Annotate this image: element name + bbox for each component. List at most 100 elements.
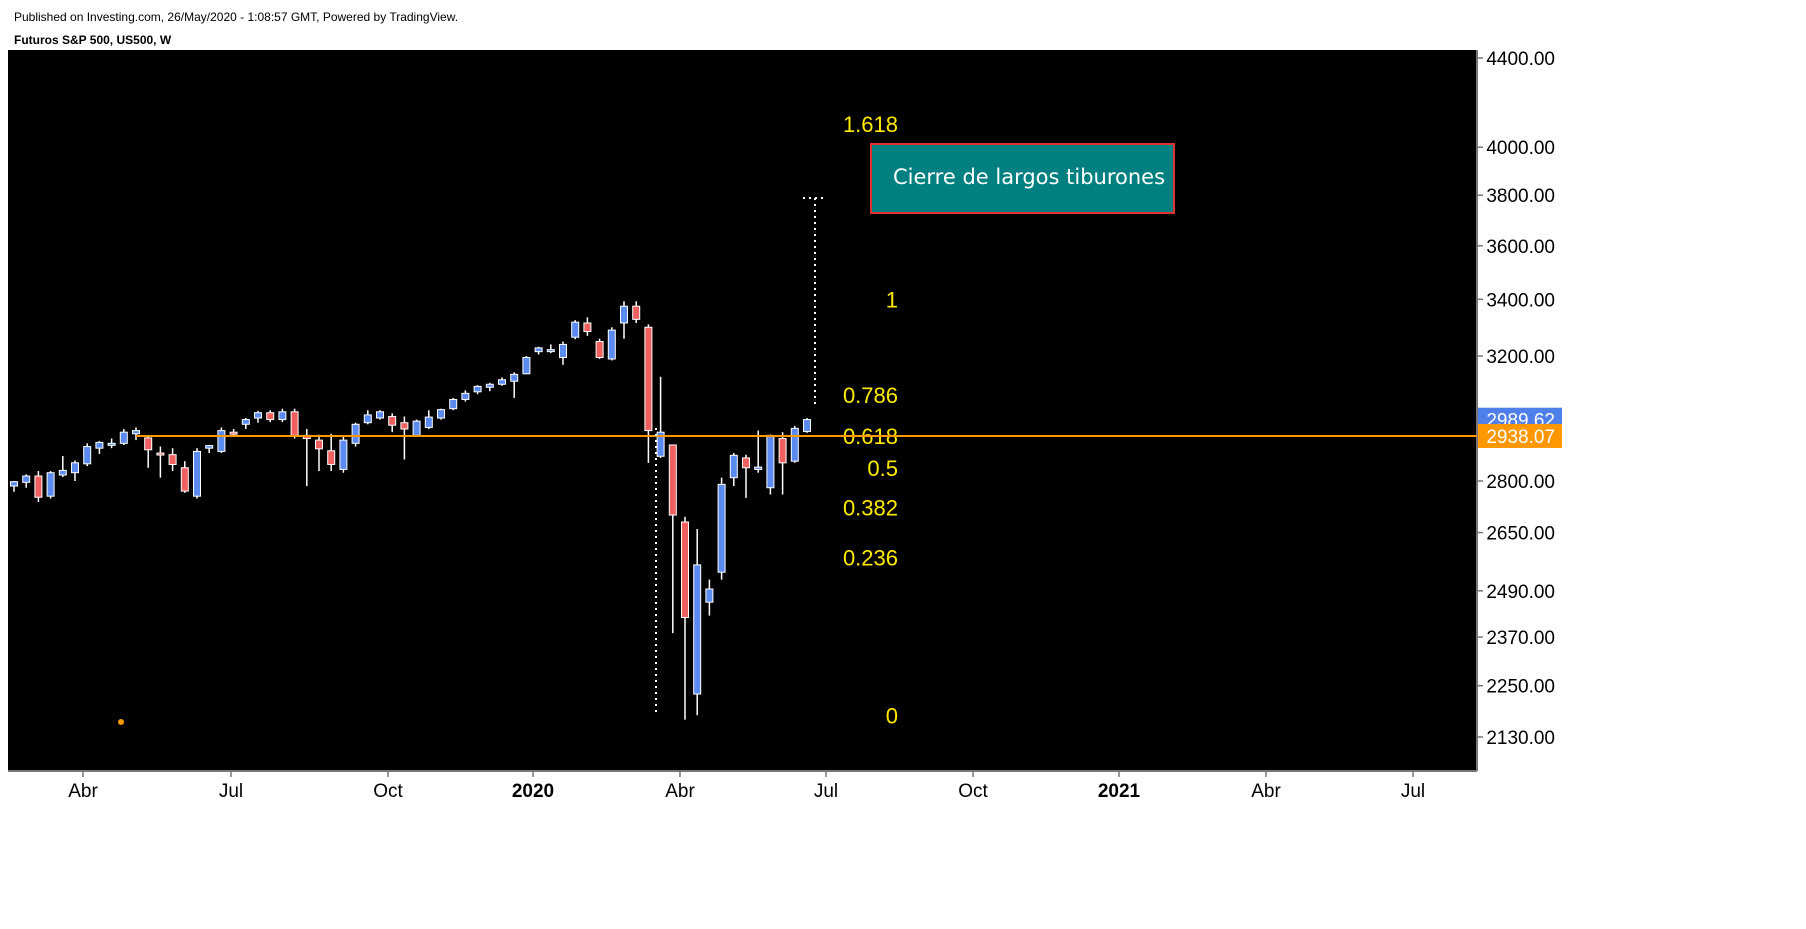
candle-up [22, 475, 31, 483]
candle-up [534, 347, 543, 353]
candle-up [83, 446, 92, 465]
time-axis: Abr Jul Oct 2020 Abr Jul Oct 2021 Abr Jul [68, 771, 1425, 802]
candle-up [717, 483, 726, 573]
price-tick-label: 4400.00 [1486, 49, 1555, 70]
candle-down [681, 521, 689, 619]
fib-level-label: 1 [886, 287, 898, 312]
candle-up [729, 454, 738, 479]
candle-up [205, 445, 214, 449]
level-price-tag [1478, 423, 1562, 448]
candle-down [632, 305, 641, 320]
time-tick-label: 2021 [1098, 781, 1141, 802]
time-tick-label: Abr [68, 781, 98, 802]
candle-up [132, 430, 140, 435]
price-tick-label: 3600.00 [1486, 237, 1555, 258]
price-tick-label: 4000.00 [1486, 138, 1555, 159]
candle-up [546, 349, 555, 353]
candle-up [449, 398, 458, 410]
candle-down [144, 437, 153, 451]
candle-up [461, 392, 470, 400]
candle-up [363, 414, 372, 424]
time-tick-label: Abr [1251, 781, 1281, 802]
candle-up [46, 472, 55, 497]
price-tick-label: 2800.00 [1486, 472, 1555, 493]
candle-up [754, 466, 763, 470]
candle-up [412, 420, 421, 436]
candle-down [778, 438, 787, 464]
candle-up [71, 462, 79, 474]
candle-down [315, 439, 323, 450]
time-tick-label: Jul [1401, 781, 1425, 802]
candle-up [620, 305, 628, 324]
candle-down [156, 452, 165, 456]
price-tick-label: 2250.00 [1486, 677, 1555, 698]
candle-down [327, 450, 336, 465]
candle-up [217, 430, 226, 452]
candle-down [644, 326, 653, 432]
price-tick-label: 2130.00 [1486, 728, 1555, 749]
level-price-label: 2938.07 [1486, 427, 1555, 448]
candle-up [559, 343, 567, 359]
candle-down [742, 457, 750, 469]
candle-up [351, 423, 360, 444]
fib-level-label: 0.5 [867, 456, 898, 481]
candle-up [437, 409, 445, 419]
candle-up [510, 373, 519, 382]
price-tick-label: 2490.00 [1486, 582, 1555, 603]
time-tick-label: 2020 [512, 781, 554, 802]
time-tick-label: Oct [958, 781, 988, 802]
time-tick-label: Abr [665, 781, 695, 802]
candle-down [290, 411, 299, 436]
candle-up [571, 321, 580, 338]
candles-layer [10, 301, 811, 720]
time-tick-label: Jul [814, 781, 838, 802]
candle-up [485, 383, 494, 388]
candle-down [168, 454, 177, 465]
fib-level-label: 0.382 [843, 495, 898, 520]
candle-down [34, 475, 43, 498]
candle-down [583, 322, 592, 333]
candle-up [693, 564, 702, 695]
candle-up [58, 469, 67, 476]
price-tick-label: 2370.00 [1486, 628, 1555, 649]
candle-up [790, 427, 799, 462]
candle-down [595, 341, 604, 359]
candle-up [656, 431, 665, 457]
candle-up [522, 357, 531, 375]
plot-area[interactable] [8, 50, 1477, 771]
candle-up [193, 450, 201, 497]
candle-down [668, 444, 677, 516]
price-tick-label: 3800.00 [1486, 186, 1555, 207]
marker-dot [118, 719, 124, 725]
candle-up [376, 411, 384, 419]
candle-up [278, 411, 287, 421]
fib-level-label: 0 [886, 703, 898, 728]
published-note: Published on Investing.com, 26/May/2020 … [14, 10, 459, 24]
candle-down [180, 467, 189, 492]
candle-up [607, 329, 616, 360]
candle-up [107, 442, 116, 446]
fib-level-label: 0.786 [843, 383, 898, 408]
candle-down [388, 415, 397, 426]
candle-up [241, 419, 250, 425]
price-axis: 4400.00 4000.00 3800.00 3600.00 3400.00 3200.… [1477, 49, 1555, 749]
annotation-box [870, 143, 1175, 214]
chart-title: Futuros S&P 500, US500, W [14, 33, 172, 47]
candle-up [10, 481, 18, 487]
time-tick-label: Jul [219, 781, 243, 802]
candle-up [254, 412, 262, 419]
fib-level-label: 1.618 [843, 112, 898, 137]
price-tick-label: 2650.00 [1486, 524, 1555, 545]
candle-up [95, 441, 104, 449]
time-tick-label: Oct [373, 781, 403, 802]
fib-level-label: 0.236 [843, 546, 898, 571]
price-tick-label: 3400.00 [1486, 290, 1555, 311]
candle-up [705, 588, 714, 603]
candle-up [119, 431, 128, 444]
candle-down [266, 412, 275, 421]
candle-up [473, 385, 482, 393]
candle-up [424, 416, 433, 428]
candle-down [229, 431, 238, 435]
